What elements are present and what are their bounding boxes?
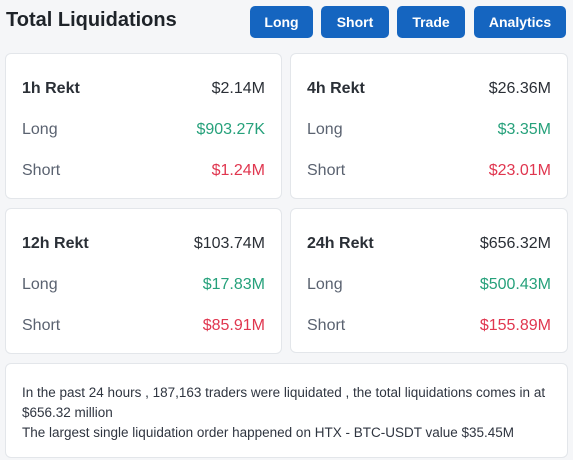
- card-long-row: Long $3.35M: [307, 119, 551, 141]
- short-button[interactable]: Short: [321, 6, 389, 38]
- card-12h-rekt: 12h Rekt $103.74M Long $17.83M Short $85…: [5, 208, 282, 354]
- page-title: Total Liquidations: [6, 9, 177, 31]
- long-value: $500.43M: [479, 276, 551, 293]
- long-value: $17.83M: [202, 276, 265, 293]
- short-value: $85.91M: [202, 317, 265, 334]
- long-label: Long: [22, 121, 58, 138]
- card-short-row: Short $85.91M: [22, 315, 265, 337]
- card-total-row: 12h Rekt $103.74M: [22, 233, 265, 255]
- card-short-row: Short $1.24M: [22, 160, 265, 182]
- long-button[interactable]: Long: [250, 6, 313, 38]
- short-label: Short: [307, 162, 346, 179]
- card-total-row: 1h Rekt $2.14M: [22, 78, 265, 100]
- card-short-row: Short $23.01M: [307, 160, 551, 182]
- card-total-row: 4h Rekt $26.36M: [307, 78, 551, 100]
- card-long-row: Long $17.83M: [22, 274, 265, 296]
- card-long-row: Long $903.27K: [22, 119, 265, 141]
- short-value: $155.89M: [479, 317, 551, 334]
- card-period-label: 1h Rekt: [22, 80, 80, 97]
- liquidation-summary: In the past 24 hours , 187,163 traders w…: [5, 363, 568, 458]
- long-value: $3.35M: [497, 121, 551, 138]
- card-total-value: $103.74M: [193, 235, 265, 252]
- card-period-label: 4h Rekt: [307, 80, 365, 97]
- trade-button[interactable]: Trade: [397, 6, 465, 38]
- short-label: Short: [22, 317, 61, 334]
- long-label: Long: [307, 121, 343, 138]
- card-1h-rekt: 1h Rekt $2.14M Long $903.27K Short $1.24…: [5, 53, 282, 199]
- long-label: Long: [22, 276, 58, 293]
- card-long-row: Long $500.43M: [307, 274, 551, 296]
- summary-line-largest-order: The largest single liquidation order hap…: [22, 425, 515, 440]
- card-period-label: 12h Rekt: [22, 235, 89, 252]
- short-label: Short: [22, 162, 61, 179]
- analytics-button[interactable]: Analytics: [474, 6, 566, 38]
- card-4h-rekt: 4h Rekt $26.36M Long $3.35M Short $23.01…: [290, 53, 568, 199]
- card-total-row: 24h Rekt $656.32M: [307, 233, 551, 255]
- card-total-value: $2.14M: [211, 80, 265, 97]
- short-label: Short: [307, 317, 346, 334]
- long-value: $903.27K: [196, 121, 265, 138]
- card-period-label: 24h Rekt: [307, 235, 374, 252]
- card-total-value: $26.36M: [488, 80, 551, 97]
- header: Total Liquidations Long Short Trade Anal…: [0, 0, 573, 44]
- card-short-row: Short $155.89M: [307, 315, 551, 337]
- card-total-value: $656.32M: [479, 235, 551, 252]
- short-value: $1.24M: [211, 162, 265, 179]
- long-label: Long: [307, 276, 343, 293]
- card-24h-rekt: 24h Rekt $656.32M Long $500.43M Short $1…: [290, 208, 568, 353]
- short-value: $23.01M: [488, 162, 551, 179]
- summary-line-traders: In the past 24 hours , 187,163 traders w…: [22, 385, 546, 420]
